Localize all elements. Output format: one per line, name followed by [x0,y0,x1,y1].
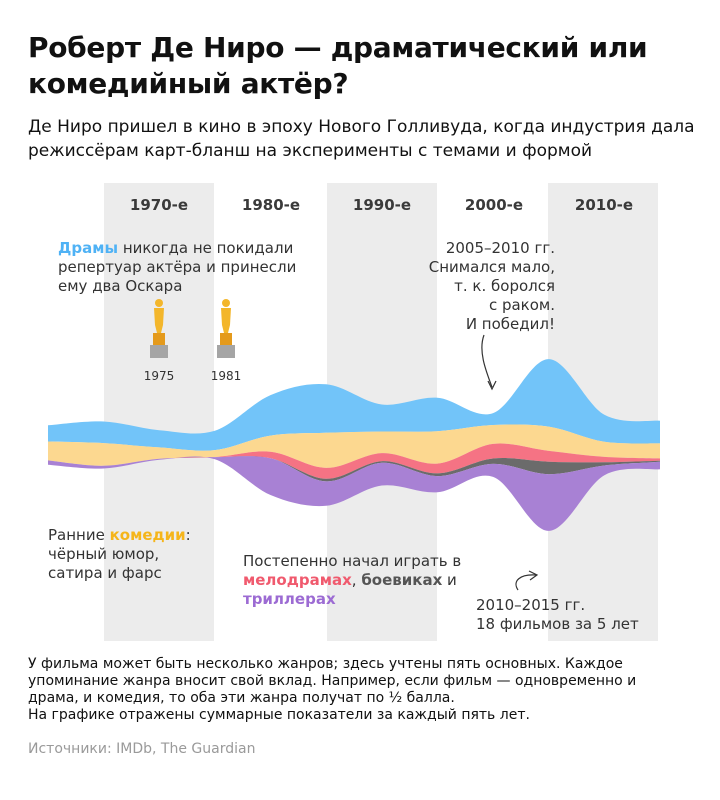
genres-sep-2: и [442,571,457,589]
footnote-line-2: упоминание жанра вносит свой вклад. Напр… [28,673,637,689]
pause-arrow [481,334,493,388]
pause-annotation-2: Снимался мало, [429,258,555,276]
decade-band-1970s [104,183,214,641]
footnote-line-1: У фильма может быть несколько жанров; зд… [28,656,623,672]
oscar-year-1975: 1975 [144,369,175,383]
drama-annotation-text-2: репертуар актёра и принесли [58,258,296,276]
pause-annotation-1: 2005–2010 гг. [446,239,555,257]
genres-melodrama-label: мелодрамах [243,571,352,589]
genres-action-label: боевиках [361,571,442,589]
pause-annotation-5: И победил! [466,315,555,333]
page-subtitle: Де Ниро пришел в кино в эпоху Нового Гол… [28,117,695,161]
genres-annotation-2: мелодрамах, боевиках и [243,571,457,589]
comedy-annotation-3: сатира и фарс [48,564,162,582]
stream-melodrama [48,443,660,479]
stream-action [48,456,660,482]
genres-thriller-label: триллерах [243,590,336,608]
stream-layers [48,359,660,531]
decade-label-1990s: 1990-е [353,196,411,214]
decade-label-2000s: 2000-е [465,196,523,214]
decade-label-1970s: 1970-е [130,196,188,214]
oscar-statuettes: 1975 1981 [144,299,242,383]
pause-annotation-4: с раком. [489,296,555,314]
comedy-annotation-lead: Ранние [48,526,110,544]
stream-thriller [48,456,660,531]
streamgraph-chart: 1970-е 1980-е 1990-е 2000-е 2010-е 1975 … [48,183,660,641]
footnote-line-4: На графике отражены суммарные показатели… [28,707,530,723]
oscar-icon-1981 [217,299,235,358]
oscar-year-1981: 1981 [211,369,242,383]
oscar-icon-1975 [150,299,168,358]
comedy-annotation-2: чёрный юмор, [48,545,159,563]
drama-annotation: Драмы никогда не покидали [58,239,293,257]
genres-sep-1: , [352,571,362,589]
genres-annotation-1: Постепенно начал играть в [243,552,461,570]
pause-annotation-3: т. к. боролся [454,277,555,295]
footnote-line-3: драма, и комедия, то оба эти жанра получ… [28,690,455,706]
drama-annotation-lead: Драмы [58,239,118,257]
peak-annotation-2: 18 фильмов за 5 лет [476,615,639,633]
comedy-annotation: Ранние комедии: [48,526,191,544]
stream-drama [48,359,660,451]
drama-annotation-text-1: никогда не покидали [118,239,293,257]
decade-label-2010s: 2010-е [575,196,633,214]
decade-label-1980s: 1980-е [242,196,300,214]
source-note: Источники: IMDb, The Guardian [28,741,256,757]
comedy-annotation-colon: : [186,526,191,544]
peak-arrowhead [528,570,539,581]
drama-annotation-text-3: ему два Оскара [58,277,182,295]
page-title: Роберт Де Ниро — драматический или комед… [28,31,648,100]
comedy-annotation-genre: комедии [110,526,186,544]
peak-arrow [515,574,537,591]
pause-arrowhead [487,380,497,391]
footnote: У фильма может быть несколько жанров; зд… [28,656,698,724]
peak-annotation-1: 2010–2015 гг. [476,596,585,614]
